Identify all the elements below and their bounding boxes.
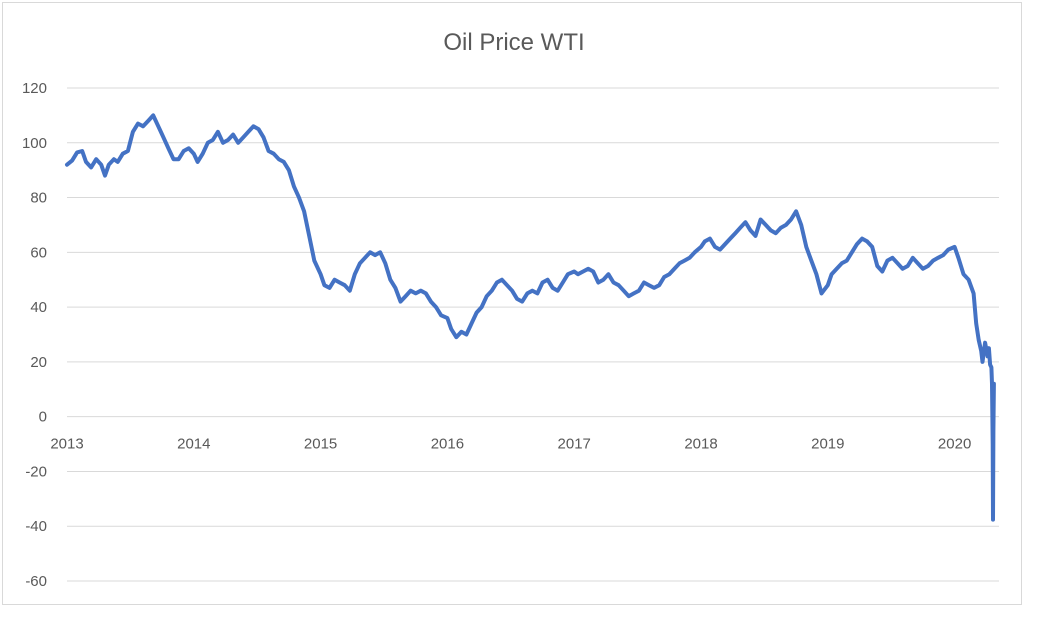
chart-svg: Oil Price WTI 120 100 80 60 40 20 0 -20 -40 -60 2… [22,29,999,590]
x-tick-label: 2018 [684,436,717,453]
x-tick-label: 2019 [811,436,844,453]
chart-title: Oil Price WTI [443,29,584,56]
y-tick-label: 20 [30,354,47,371]
gridlines [67,87,999,582]
x-tick-label: 2017 [558,436,591,453]
y-tick-label: -60 [25,573,47,590]
y-tick-label: 120 [22,80,47,97]
y-tick-label: -20 [25,463,47,480]
y-tick-label: 60 [30,244,47,261]
x-axis-tick-labels: 2013 2014 2015 2016 2017 2018 2019 2020 [50,436,971,453]
x-tick-label: 2014 [177,436,210,453]
x-tick-label: 2020 [938,436,971,453]
y-tick-label: 40 [30,299,47,316]
y-axis-tick-labels: 120 100 80 60 40 20 0 -20 -40 -60 [22,80,47,590]
y-tick-label: 0 [39,409,47,426]
x-tick-label: 2013 [50,436,83,453]
y-tick-label: 100 [22,135,47,152]
y-tick-label: -40 [25,518,47,535]
x-tick-label: 2016 [431,436,464,453]
y-tick-label: 80 [30,190,47,207]
x-tick-label: 2015 [304,436,337,453]
series-line-wti [65,113,996,522]
chart-area: Oil Price WTI 120 100 80 60 40 20 0 -20 -40 -60 2… [2,2,1022,605]
